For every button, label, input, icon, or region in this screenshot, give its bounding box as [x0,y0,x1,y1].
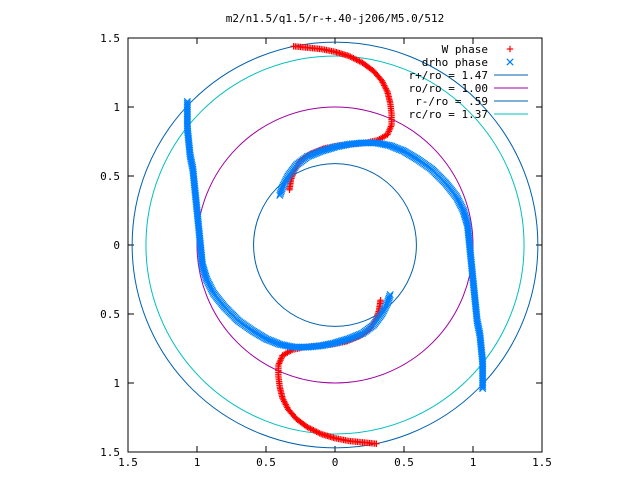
marker-stroke [202,272,210,281]
marker-stroke [273,339,281,347]
marker-stroke [200,266,208,274]
marker-stroke [199,263,207,271]
data-point-fill [276,190,284,198]
marker-stroke [268,337,276,345]
marker-stroke [395,145,404,153]
marker-stroke [386,291,394,299]
marker-stroke [262,335,270,343]
data-point [377,297,384,304]
y-tick-label: 1.5 [100,32,120,45]
axis-ticks: 1.5 1 0.5 0 0.5 1 1.51.510.500.511.5 [100,32,552,469]
legend-label: rc/ro = 1.37 [409,108,488,121]
marker-stroke [201,269,209,277]
legend-label: r+/ro = 1.47 [409,69,488,82]
data-point [276,191,284,199]
y-tick-label: 1.5 [100,446,120,459]
marker-stroke [462,216,470,224]
marker-stroke [276,191,284,199]
marker-stroke [276,190,284,198]
marker-stroke [461,213,469,221]
marker-stroke [463,219,471,227]
marker-stroke [266,337,275,345]
series-2 [183,97,487,393]
legend-label: r-/ro = .59 [415,95,488,108]
circle-4 [145,55,525,435]
circle-1 [131,41,539,449]
legend-marker [506,45,514,53]
x-tick-label: 1.5 [118,456,138,469]
x-tick-label: 1 [470,456,477,469]
marker-stroke [198,262,207,270]
data-point-fill [386,292,394,300]
circle-3 [253,163,417,327]
chart-title: m2/n1.5/q1.5/r-+.40-j206/M5.0/512 [226,12,445,25]
marker-stroke [271,338,279,347]
y-tick-label: 0.5 [100,170,120,183]
marker-stroke [392,144,400,152]
marker-stroke [460,209,468,218]
marker-stroke [460,208,468,216]
marker-stroke [199,265,208,273]
y-tick-label: 1 [113,377,120,390]
marker-stroke [461,211,469,219]
data-point [286,186,293,193]
x-tick-label: 0.5 [394,456,414,469]
data-series [183,43,487,447]
legend-label: ro/ro = 1.00 [409,82,488,95]
marker-stroke [263,335,272,344]
marker-stroke [463,220,472,228]
y-tick-label: 1 [113,101,120,114]
legend-label: drho phase [422,56,488,69]
marker-stroke [462,214,470,222]
x-tick-label: 1 [194,456,201,469]
marker-stroke [265,336,273,344]
marker-stroke [394,145,402,153]
y-tick-label: 0 [113,239,120,252]
marker-stroke [202,274,210,282]
x-tick-label: 1.5 [532,456,552,469]
marker-stroke [391,143,399,152]
x-tick-label: 0.5 [256,456,276,469]
marker-stroke [462,217,471,225]
series-1 [275,43,395,447]
marker-stroke [270,338,278,346]
reference-circles [131,41,539,449]
marker-stroke [389,143,397,151]
legend-label: W phase [442,43,488,56]
data-point [386,291,394,299]
marker-stroke [400,147,408,155]
marker-stroke [397,146,405,154]
legend-marker [506,58,514,66]
marker-stroke [200,268,208,276]
marker-stroke [201,271,209,279]
y-tick-label: 0.5 [100,308,120,321]
marker-stroke [506,58,514,66]
circle-2 [196,106,474,384]
marker-stroke [386,292,394,300]
marker-stroke [398,146,407,155]
x-tick-label: 0 [332,456,339,469]
